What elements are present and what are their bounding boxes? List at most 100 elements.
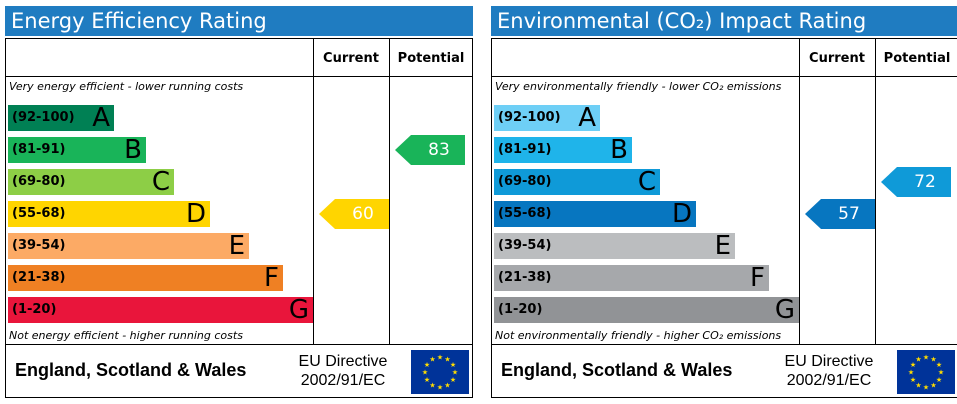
band-range-label: (21-38) bbox=[498, 270, 552, 285]
band-range-label: (39-54) bbox=[498, 238, 552, 253]
band-letter: B bbox=[610, 135, 628, 165]
band-range-label: (1-20) bbox=[12, 302, 57, 317]
rating-band-f: (21-38) F bbox=[8, 263, 283, 293]
potential-arrow-shape bbox=[881, 167, 951, 197]
band-letter: E bbox=[228, 231, 245, 261]
eu-star-icon: ★ bbox=[444, 356, 450, 364]
current-rating-arrow: 60 bbox=[319, 199, 389, 229]
band-range-label: (55-68) bbox=[498, 206, 552, 221]
eu-star-icon: ★ bbox=[923, 354, 929, 362]
eu-directive-line2: 2002/91/EC bbox=[786, 372, 872, 389]
eu-star-icon: ★ bbox=[450, 376, 456, 384]
band-letter: C bbox=[637, 167, 656, 197]
band-letter: G bbox=[288, 295, 309, 325]
eu-star-icon: ★ bbox=[437, 354, 443, 362]
eu-directive-label: EU Directive 2002/91/EC bbox=[283, 352, 403, 390]
current-column-header: Current bbox=[323, 51, 379, 66]
band-letter: B bbox=[124, 135, 142, 165]
rating-band-d: (55-68) D bbox=[8, 199, 210, 229]
eu-star-icon: ★ bbox=[422, 369, 428, 377]
band-letter: G bbox=[774, 295, 795, 325]
eu-star-icon: ★ bbox=[910, 376, 916, 384]
eu-directive-line1: EU Directive bbox=[298, 353, 388, 370]
eu-star-icon: ★ bbox=[923, 384, 929, 392]
band-letter: D bbox=[185, 199, 206, 229]
top-caption: Very energy efficient - lower running co… bbox=[9, 80, 244, 93]
eu-star-icon: ★ bbox=[429, 381, 435, 389]
eu-star-icon: ★ bbox=[930, 381, 936, 389]
band-letter: A bbox=[578, 103, 596, 133]
band-range-label: (39-54) bbox=[12, 238, 66, 253]
rating-band-e: (39-54) E bbox=[8, 231, 249, 261]
band-range-label: (92-100) bbox=[498, 110, 561, 125]
eu-flag-icon: ★ ★ ★ ★ ★ ★ ★ ★ ★ ★ ★ ★ bbox=[897, 350, 955, 394]
band-letter: F bbox=[264, 263, 279, 293]
eu-directive-line2: 2002/91/EC bbox=[300, 372, 386, 389]
eu-directive-line1: EU Directive bbox=[784, 353, 874, 370]
eu-star-icon: ★ bbox=[910, 361, 916, 369]
rating-band-c: (69-80) C bbox=[494, 167, 660, 197]
current-rating-value: 57 bbox=[838, 204, 860, 224]
potential-rating-arrow: 72 bbox=[881, 167, 951, 197]
eu-star-icon: ★ bbox=[450, 361, 456, 369]
eu-star-icon: ★ bbox=[444, 381, 450, 389]
footer-divider bbox=[5, 344, 473, 345]
band-letter: E bbox=[714, 231, 731, 261]
rating-band-a: (92-100) A bbox=[494, 103, 600, 133]
footer-country-label: England, Scotland & Wales bbox=[15, 360, 247, 380]
potential-column-header: Potential bbox=[883, 51, 951, 66]
panel-title: Environmental (CO₂) Impact Rating bbox=[491, 6, 957, 36]
eu-star-icon: ★ bbox=[938, 369, 944, 377]
eu-directive-label: EU Directive 2002/91/EC bbox=[769, 352, 889, 390]
eu-star-icon: ★ bbox=[452, 369, 458, 377]
energy-efficiency-panel: Energy Efficiency Rating Current Potential… bbox=[5, 6, 473, 398]
band-letter: A bbox=[92, 103, 110, 133]
eu-star-icon: ★ bbox=[915, 356, 921, 364]
header-divider bbox=[491, 76, 957, 77]
band-letter: F bbox=[750, 263, 765, 293]
band-range-label: (21-38) bbox=[12, 270, 66, 285]
current-column-header: Current bbox=[809, 51, 865, 66]
band-range-label: (55-68) bbox=[12, 206, 66, 221]
eu-star-icon: ★ bbox=[908, 369, 914, 377]
rating-band-b: (81-91) B bbox=[8, 135, 146, 165]
band-range-label: (1-20) bbox=[498, 302, 543, 317]
column-divider bbox=[799, 38, 800, 344]
panel-title: Energy Efficiency Rating bbox=[5, 6, 473, 36]
rating-band-a: (92-100) A bbox=[8, 103, 114, 133]
current-arrow-shape bbox=[805, 199, 875, 229]
rating-band-g: (1-20) G bbox=[494, 295, 799, 325]
eu-star-icon: ★ bbox=[915, 381, 921, 389]
current-rating-value: 60 bbox=[352, 204, 374, 224]
band-range-label: (69-80) bbox=[498, 174, 552, 189]
column-divider bbox=[389, 38, 390, 344]
eu-star-icon: ★ bbox=[936, 376, 942, 384]
potential-rating-arrow: 83 bbox=[395, 135, 465, 165]
potential-arrow-shape bbox=[395, 135, 465, 165]
band-range-label: (81-91) bbox=[498, 142, 552, 157]
band-letter: C bbox=[151, 167, 170, 197]
footer-country-label: England, Scotland & Wales bbox=[501, 360, 733, 380]
top-caption: Very environmentally friendly - lower CO… bbox=[495, 80, 782, 93]
eu-star-icon: ★ bbox=[936, 361, 942, 369]
eu-star-icon: ★ bbox=[429, 356, 435, 364]
footer-divider bbox=[491, 344, 957, 345]
column-divider bbox=[875, 38, 876, 344]
rating-band-d: (55-68) D bbox=[494, 200, 696, 228]
panel-frame bbox=[491, 38, 957, 398]
header-divider bbox=[5, 76, 473, 77]
panel-frame bbox=[5, 38, 473, 398]
potential-rating-value: 83 bbox=[428, 140, 450, 160]
eu-star-icon: ★ bbox=[424, 376, 430, 384]
bottom-caption: Not energy efficient - higher running co… bbox=[9, 329, 243, 342]
band-range-label: (81-91) bbox=[12, 142, 66, 157]
band-range-label: (69-80) bbox=[12, 174, 66, 189]
eu-star-icon: ★ bbox=[424, 361, 430, 369]
rating-band-b: (81-91) B bbox=[494, 135, 632, 165]
rating-band-f: (21-38) F bbox=[494, 263, 769, 293]
band-range-label: (92-100) bbox=[12, 110, 75, 125]
eu-flag-icon: ★ ★ ★ ★ ★ ★ ★ ★ ★ ★ ★ ★ bbox=[411, 350, 469, 394]
eu-star-icon: ★ bbox=[930, 356, 936, 364]
potential-rating-value: 72 bbox=[914, 172, 936, 192]
rating-band-g: (1-20) G bbox=[8, 295, 313, 325]
